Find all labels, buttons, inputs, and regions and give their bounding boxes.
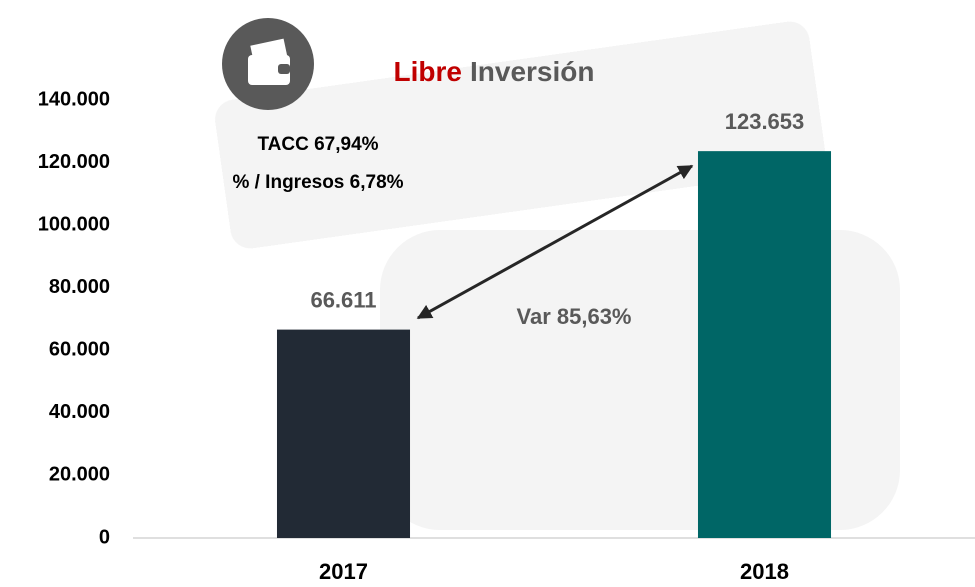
annotation: Var 85,63% — [517, 304, 632, 329]
annotation: TACC 67,94% — [257, 134, 378, 155]
chart: Libre Inversión TACC 67,94% % / Ingresos … — [0, 0, 975, 587]
wallet-icon — [222, 18, 314, 110]
y-tick-label: 140.000 — [38, 88, 110, 110]
title-part: Inversión — [470, 56, 594, 87]
title-part: Libre — [394, 56, 462, 87]
value-label: 123.653 — [725, 109, 805, 134]
x-tick-label: 2017 — [319, 559, 368, 584]
y-tick-label: 100.000 — [38, 213, 110, 235]
annotation: % / Ingresos 6,78% — [232, 172, 403, 193]
bar — [698, 151, 831, 538]
y-tick-label: 40.000 — [49, 401, 110, 423]
y-tick-label: 0 — [99, 526, 110, 548]
y-tick-label: 120.000 — [38, 151, 110, 173]
value-label: 66.611 — [310, 287, 376, 312]
x-tick-label: 2018 — [740, 559, 789, 584]
chart-title: Libre Inversión — [394, 56, 595, 87]
bar — [277, 330, 410, 538]
y-tick-label: 60.000 — [49, 339, 110, 361]
y-tick-label: 80.000 — [49, 276, 110, 298]
y-tick-label: 20.000 — [49, 464, 110, 486]
